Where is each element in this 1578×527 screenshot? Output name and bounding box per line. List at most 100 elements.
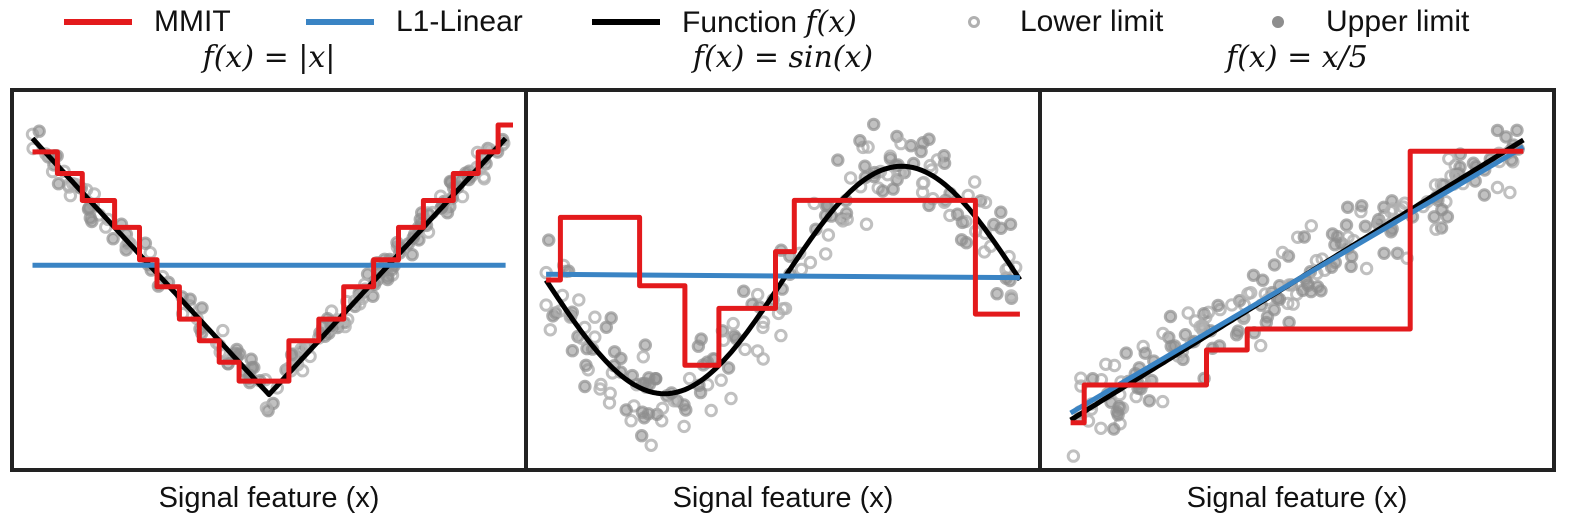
upper-limit-point — [230, 342, 244, 357]
lower-limit-point — [724, 391, 738, 406]
lower-limit-point — [836, 214, 850, 228]
lower-limit-point — [726, 316, 740, 331]
upper-limit-point — [955, 215, 970, 230]
upper-limit-point — [1341, 200, 1355, 215]
upper-limit-point — [1119, 346, 1133, 360]
upper-limit-point — [1256, 273, 1270, 287]
upper-limit-point — [916, 136, 930, 150]
lower-limit-point — [1193, 320, 1207, 334]
lower-limit-point — [1304, 219, 1319, 233]
lower-limit-point — [216, 323, 230, 338]
upper-limit-point — [32, 124, 46, 138]
upper-limit-point — [1297, 230, 1312, 244]
lower-limit-point — [861, 140, 875, 154]
upper-limit-point — [987, 217, 1001, 232]
lower-limit-point — [1099, 357, 1113, 371]
upper-limit-point — [1355, 199, 1369, 213]
panel-3-xlabel: Signal feature (x) — [1186, 482, 1408, 514]
upper-limit-point — [1510, 123, 1524, 138]
lower-limit-point — [63, 188, 78, 203]
lower-limit-point — [1428, 178, 1443, 192]
upper-limit-point — [1211, 298, 1225, 313]
legend: MMIT L1-Linear Function f(x) Lower limit… — [0, 0, 1578, 44]
upper-limit-point — [1267, 258, 1282, 272]
lower-limit-point — [1156, 394, 1170, 409]
legend-label-function: Function f(x) — [682, 5, 857, 40]
upper-limit-point — [405, 248, 419, 262]
upper-limit-point — [1477, 188, 1492, 202]
upper-limit-point — [858, 159, 872, 173]
panel-1 — [10, 88, 528, 472]
lower-limit-point — [1442, 152, 1456, 166]
lower-limit-point — [756, 315, 771, 329]
lower-limit-point — [894, 136, 908, 151]
panel-2-function-f-x--line — [544, 163, 1022, 397]
upper-limit-point — [604, 311, 618, 325]
panel-2 — [524, 88, 1042, 472]
lower-limit-point — [624, 414, 638, 428]
lower-limit-point — [1444, 169, 1458, 183]
panel-3-title: f(x) = x/5 — [1226, 40, 1368, 75]
upper-limit-point — [721, 361, 736, 375]
lower-limit-point — [1254, 338, 1268, 353]
upper-limit-point — [693, 385, 708, 400]
lower-limit-point — [99, 220, 113, 234]
panel-3-frame — [1038, 88, 1556, 472]
lower-limit-point — [843, 171, 858, 185]
panel-1-points — [25, 124, 511, 418]
panel-1-function-f-x--line — [30, 136, 508, 398]
upper-limit-point — [990, 287, 1004, 301]
upper-limit-point — [1440, 210, 1455, 224]
upper-limit-point — [1377, 246, 1391, 261]
legend-upper-marker — [1272, 16, 1284, 28]
legend-item-lower-limit: Lower limit — [968, 4, 1163, 40]
lower-limit-point — [1156, 326, 1170, 341]
lower-limit-point — [1094, 421, 1108, 435]
lower-limit-point — [1066, 449, 1081, 463]
legend-label-lower-limit: Lower limit — [1020, 5, 1164, 38]
lower-limit-point — [1286, 297, 1300, 311]
panel-3 — [1038, 88, 1556, 472]
lower-limit-point — [917, 175, 931, 190]
lower-limit-point — [704, 403, 718, 418]
lower-limit-point — [1004, 289, 1018, 303]
lower-limit-point — [751, 287, 765, 302]
lower-limit-point — [738, 342, 752, 357]
upper-limit-point — [1282, 315, 1296, 330]
upper-limit-point — [1259, 315, 1274, 330]
upper-limit-point — [183, 292, 197, 306]
lower-limit-point — [338, 319, 352, 334]
upper-limit-point — [542, 233, 556, 247]
upper-limit-point — [1142, 394, 1157, 408]
legend-function-text: Function — [682, 5, 798, 39]
upper-limit-point — [853, 134, 867, 148]
panel-2-title: f(x) = sin(x) — [692, 40, 874, 75]
lower-limit-point — [1275, 245, 1290, 260]
lower-limit-point — [803, 255, 818, 270]
lower-limit-point — [930, 153, 945, 167]
legend-item-upper-limit: Upper limit — [1272, 4, 1469, 40]
lower-limit-point — [968, 175, 982, 189]
panel-2-mmit-line — [546, 197, 1020, 368]
upper-limit-point — [195, 301, 209, 315]
lower-limit-point — [602, 396, 617, 410]
panel-2-xlabel: Signal feature (x) — [672, 482, 894, 514]
upper-limit-point — [1339, 218, 1354, 232]
lower-limit-point — [1503, 185, 1517, 200]
lower-limit-point — [859, 217, 874, 231]
lower-limit-point — [1181, 306, 1195, 320]
legend-label-upper-limit: Upper limit — [1326, 5, 1470, 38]
panel-3-points — [1066, 123, 1525, 463]
lower-limit-point — [1429, 222, 1443, 236]
lower-limit-point — [714, 373, 728, 387]
legend-lower-marker — [968, 16, 980, 28]
upper-limit-point — [1138, 346, 1152, 360]
legend-item-l1-linear: L1-Linear — [306, 4, 523, 40]
lower-limit-point — [655, 401, 670, 415]
upper-limit-point — [867, 117, 881, 132]
lower-limit-point — [477, 170, 491, 184]
lower-limit-point — [1107, 358, 1122, 373]
legend-mmit-line — [64, 19, 132, 25]
upper-limit-point — [679, 403, 693, 417]
